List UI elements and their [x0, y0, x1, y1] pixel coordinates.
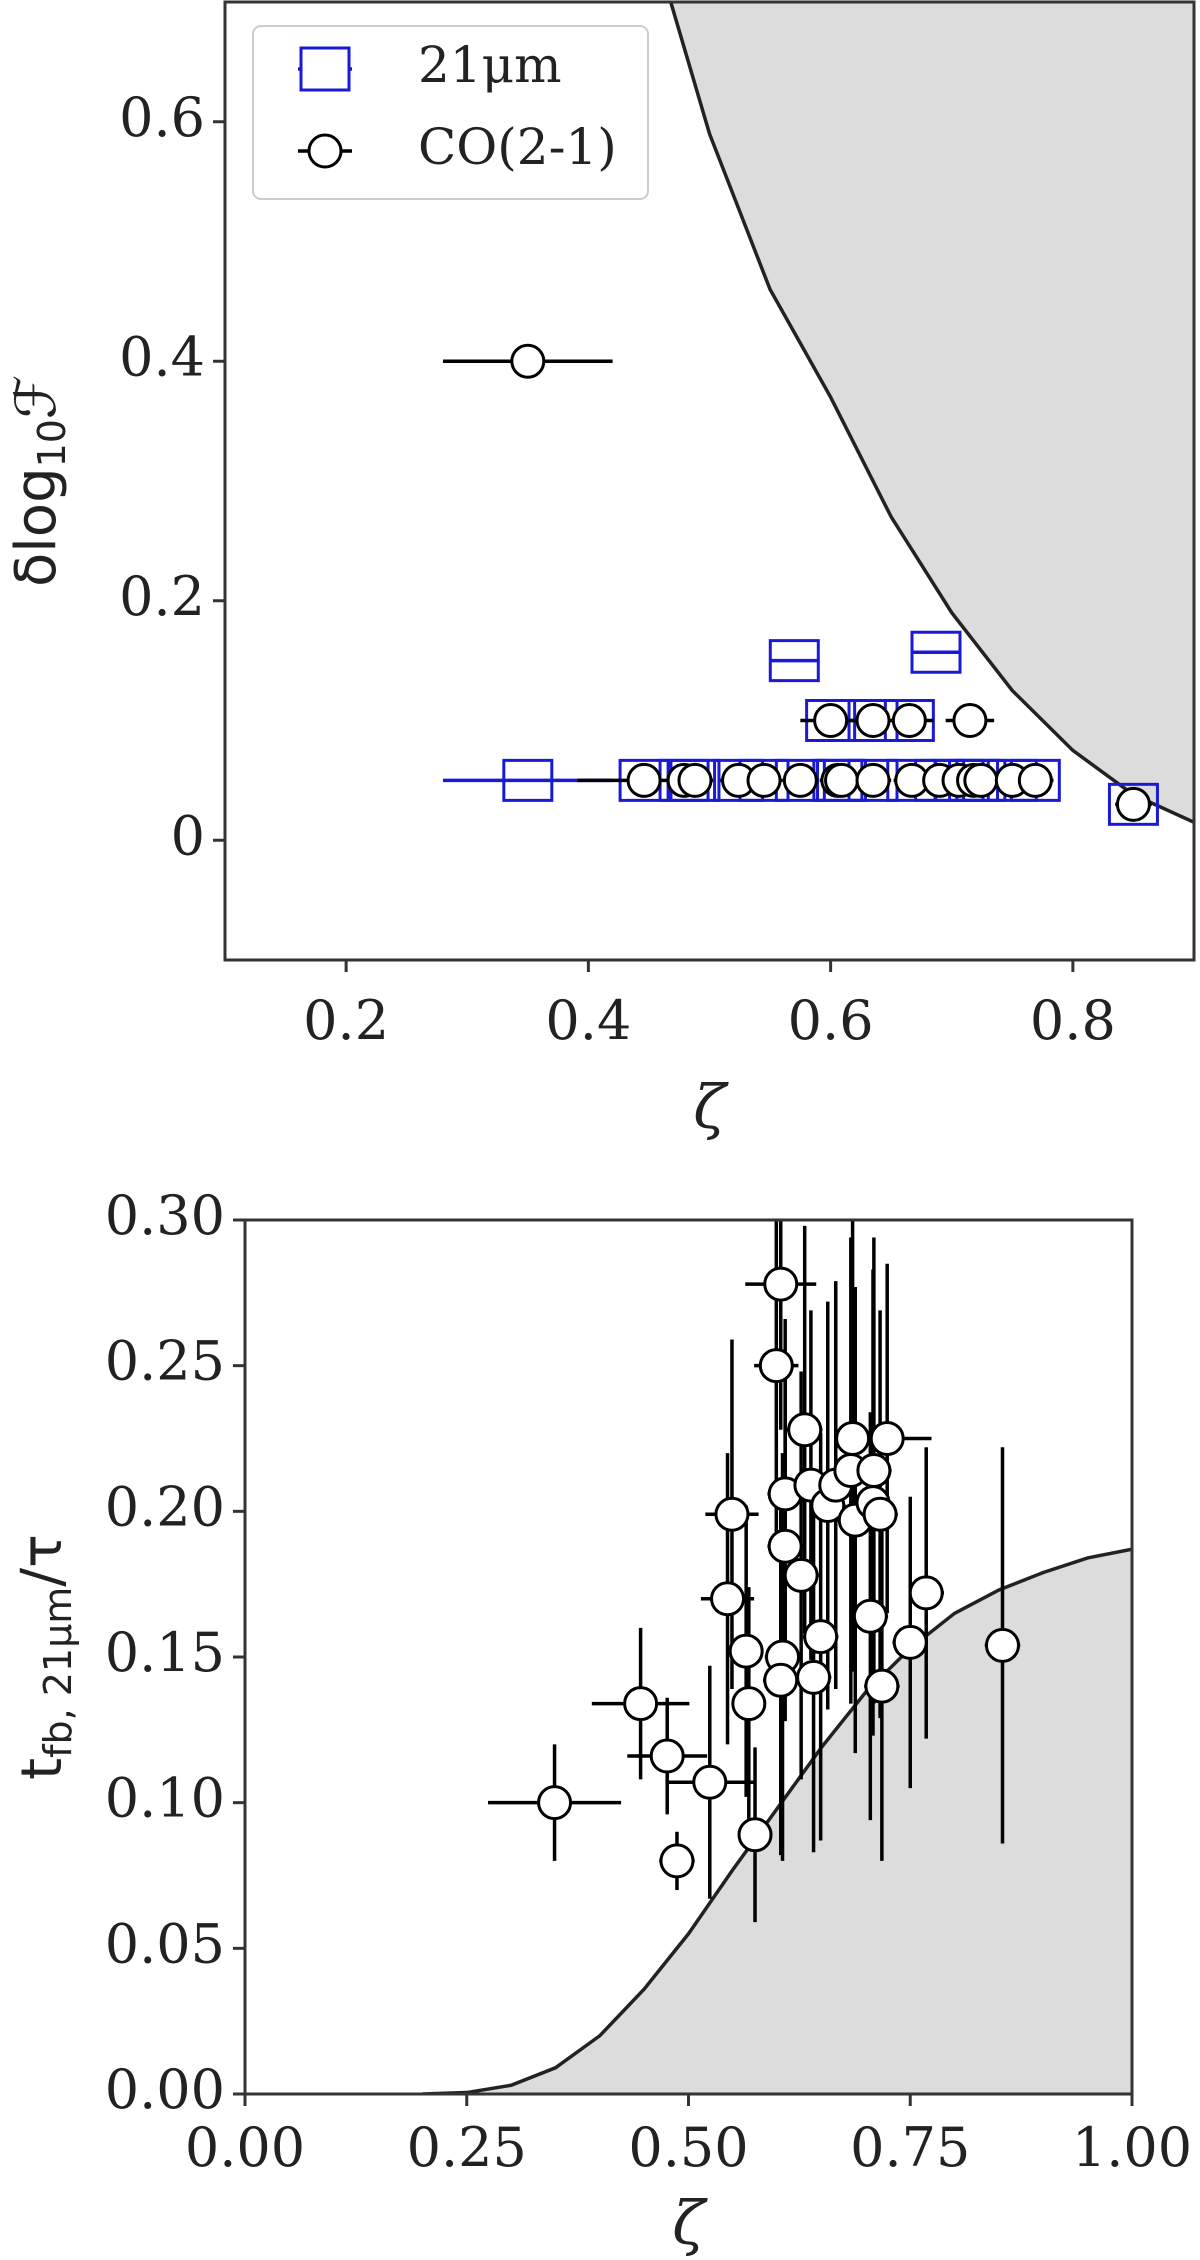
- y-tick-label: 0.20: [105, 1475, 225, 1538]
- circle-marker: [856, 1453, 892, 1489]
- circle-marker: [835, 1421, 871, 1456]
- circle-marker: [984, 1627, 1020, 1663]
- legend-label: 21μm: [418, 36, 562, 94]
- circle-marker: [869, 1421, 905, 1456]
- y-tick-label: 0.00: [105, 2058, 225, 2121]
- circle-marker: [763, 1266, 799, 1302]
- circle-marker: [855, 703, 891, 738]
- square-marker: [910, 630, 962, 674]
- x-tick-label: 0.50: [628, 2116, 748, 2179]
- square-marker: [502, 758, 554, 802]
- square-marker: [1107, 782, 1159, 826]
- legend-label: CO(2-1): [418, 118, 617, 176]
- circle-marker: [731, 1686, 767, 1722]
- x-tick-label: 0.00: [185, 2116, 305, 2179]
- shaded-region: [422, 1549, 1132, 2094]
- y-tick-label: 0.2: [119, 565, 205, 628]
- circle-marker: [763, 1662, 799, 1698]
- circle-marker: [892, 1624, 928, 1660]
- circle-marker: [796, 1659, 832, 1695]
- x-tick-label: 0.4: [545, 989, 631, 1052]
- y-axis-label-part: fb, 21μm: [36, 1587, 80, 1758]
- circle-marker: [692, 1764, 728, 1800]
- circle-marker: [787, 1412, 823, 1448]
- legend-marker: [307, 133, 343, 169]
- circle-marker: [782, 762, 818, 798]
- x-tick-label: 0.6: [788, 989, 874, 1052]
- x-tick-label: 0.2: [303, 989, 389, 1052]
- circle-marker: [963, 762, 999, 798]
- circle-marker: [952, 703, 988, 738]
- boundary-curve: [422, 1547, 1132, 2094]
- x-tick-label: 0.75: [850, 2116, 970, 2179]
- y-tick-label: 0.4: [119, 325, 205, 388]
- y-axis-label-part: ℱ: [4, 375, 69, 419]
- plot-area: [422, 1220, 1132, 2094]
- circle-marker: [710, 1581, 746, 1617]
- shaded-region: [670, 2, 1194, 823]
- square-marker: [768, 639, 820, 683]
- circle-marker: [862, 1496, 898, 1532]
- circle-marker: [677, 762, 713, 798]
- circle-marker: [737, 1817, 773, 1853]
- circle-marker: [852, 1598, 888, 1634]
- y-axis-label-part: δlog: [4, 467, 69, 587]
- x-tick-label: 1.00: [1072, 2116, 1192, 2179]
- circle-marker: [813, 703, 849, 738]
- circle-marker: [649, 1738, 685, 1774]
- plot-area: [443, 2, 1194, 826]
- y-tick-label: 0.15: [105, 1621, 225, 1684]
- circle-marker: [783, 1557, 819, 1593]
- circle-marker: [746, 762, 782, 798]
- circle-marker: [659, 1843, 695, 1879]
- circle-marker: [767, 1528, 803, 1564]
- x-axis-label: ζ: [693, 1073, 729, 1143]
- y-tick-label: 0.05: [105, 1912, 225, 1975]
- circle-marker: [537, 1785, 573, 1821]
- y-axis-label-part: t: [10, 1758, 75, 1780]
- circle-marker: [803, 1619, 839, 1655]
- y-axis-label: tfb, 21μm/τ: [10, 1534, 79, 1780]
- x-axis-label: ζ: [672, 2189, 708, 2259]
- circle-marker: [908, 1575, 944, 1611]
- circle-marker: [623, 1686, 659, 1722]
- y-tick-label: 0.10: [105, 1767, 225, 1830]
- y-tick-label: 0.6: [119, 86, 205, 149]
- y-axis-label-part: 10: [30, 419, 74, 467]
- circle-marker: [864, 1668, 900, 1704]
- circle-marker: [626, 762, 662, 798]
- circle-marker: [728, 1633, 764, 1669]
- y-tick-label: 0.25: [105, 1330, 225, 1393]
- circle-marker: [891, 703, 927, 738]
- circle-marker: [510, 343, 546, 379]
- circle-marker: [1115, 786, 1151, 822]
- circle-marker: [824, 762, 860, 798]
- y-tick-label: 0: [171, 804, 205, 867]
- x-tick-label: 0.25: [407, 2116, 527, 2179]
- boundary-curve: [669, 2, 1194, 824]
- circle-marker: [1017, 762, 1053, 798]
- y-tick-label: 0.30: [105, 1184, 225, 1247]
- circle-marker: [758, 1348, 794, 1384]
- axes-frame: [223, 0, 1196, 962]
- legend-marker: [299, 46, 351, 92]
- y-axis-label-part: /τ: [10, 1534, 75, 1587]
- circle-marker: [855, 762, 891, 798]
- x-tick-label: 0.8: [1030, 989, 1116, 1052]
- y-axis-label: δlog10ℱ: [4, 375, 73, 587]
- circle-marker: [714, 1496, 750, 1532]
